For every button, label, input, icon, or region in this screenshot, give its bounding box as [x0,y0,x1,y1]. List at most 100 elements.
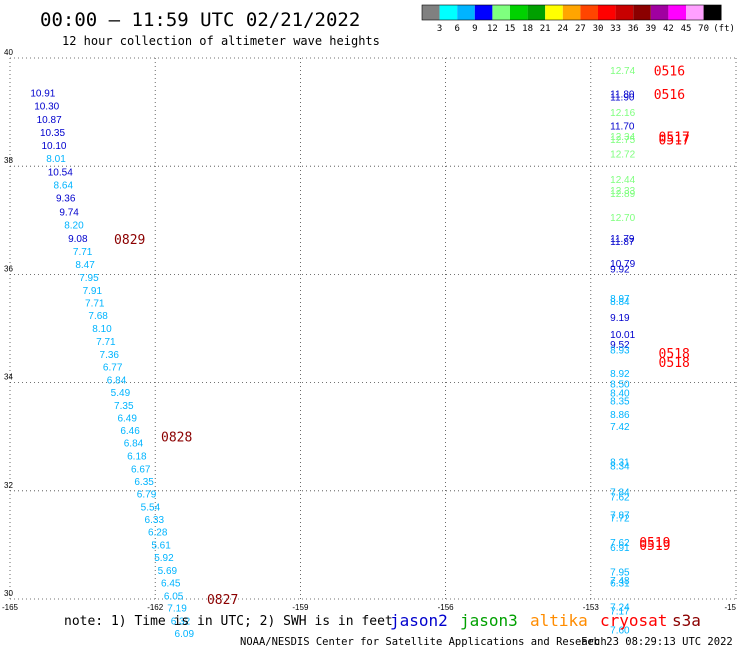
colorbar-label: 27 [575,24,586,34]
wave-height-value: 8.35 [610,396,630,407]
track-time-label: 0516 [654,64,685,79]
wave-height-value: 7.71 [85,299,105,310]
colorbar-swatch [615,5,634,20]
footer-note: note: 1) Time is in UTC; 2) SWH is in fe… [64,614,393,629]
colorbar-label: 33 [610,24,621,34]
colorbar-label: 15 [505,24,516,34]
wave-height-value: 10.35 [40,128,65,139]
wave-height-value: 5.92 [154,553,174,564]
legend-entry-jason3: jason3 [460,611,518,630]
wave-height-value: 8.84 [610,297,630,308]
colorbar-swatch [703,5,722,20]
wave-height-value: 8.92 [610,369,630,380]
colorbar-label: 6 [454,24,459,34]
wave-height-value: 6.91 [610,543,630,554]
colorbar-swatch [422,5,440,20]
colorbar-label: 39 [645,24,656,34]
axis-ticks: 30 32 34 36 38 40 -165 -162 -159 -156 -153 -15 [2,48,737,612]
wave-height-value: 10.91 [30,89,55,100]
colorbar-frame [421,4,722,21]
wave-height-value: 5.49 [111,388,131,399]
colorbar-swatch [580,5,598,20]
legend-entry-s3a: s3a [672,611,701,630]
colorbar-label: 24 [557,24,568,34]
wave-height-value: 8.10 [92,324,112,335]
colorbar-swatch [527,5,546,20]
x-tick-label: -156 [438,603,455,612]
x-tick-label: -162 [147,603,164,612]
colorbar-label: 42 [663,24,674,34]
legend-entry-altika: altika [530,611,588,630]
wave-height-value: 7.62 [610,538,630,549]
wave-height-value: 11.90 [610,92,635,103]
colorbar-swatch [650,5,669,20]
colorbar-swatch [474,5,493,20]
wave-height-value: 11.79 [610,234,635,245]
wave-height-value: 7.87 [610,511,630,522]
track-time-label: 0518 [659,356,690,371]
wave-height-value: 6.05 [164,591,184,602]
track-time-label: 0519 [639,536,670,551]
wave-height-value: 8.93 [610,346,630,357]
track-time-label: 0518 [659,347,690,362]
wave-height-value: 7.62 [610,492,630,503]
wave-height-value: 7.60 [610,625,630,636]
colorbar-swatch [598,5,616,20]
wave-height-value: 10.01 [610,330,635,341]
wave-height-value: 6.18 [127,452,147,463]
y-tick-label: 34 [4,373,13,382]
wave-height-value: 7.72 [610,513,630,524]
y-tick-label: 38 [4,156,13,165]
wave-height-value: 12.44 [610,175,635,186]
colorbar-swatch [633,5,651,20]
wave-height-value: 10.30 [34,102,59,113]
wave-height-value: 8.64 [54,181,74,192]
colorbar-swatch [439,5,458,20]
colorbar-swatch [686,5,704,20]
wave-height-value: 12.74 [610,66,635,77]
wave-height-value: 7.95 [79,273,99,284]
legend-entry-jason2: jason2 [390,611,448,630]
wave-height-value: 10.79 [610,259,635,270]
colorbar-swatch [457,5,475,20]
colorbar: 3 6 9 12 15 18 21 24 27 30 33 36 39 42 45 70 (ft) [421,4,735,34]
colorbar-label: 12 [487,24,498,34]
wave-height-value: 6.77 [103,362,123,373]
wave-height-value: 8.31 [610,458,630,469]
y-tick-label: 30 [4,589,13,598]
colorbar-swatch [510,5,528,20]
colorbar-swatch [562,5,581,20]
track-time-label: 0827 [207,593,238,608]
colorbar-label: 36 [628,24,639,34]
y-tick-label: 32 [4,481,13,490]
legend-entry-cryosat: cryosat [600,611,667,630]
wave-height-value: 5.61 [151,540,171,551]
colorbar-swatch [545,5,563,20]
wave-height-value: 7.71 [73,247,93,258]
colorbar-label: 18 [522,24,533,34]
track-time-label: 0828 [161,431,192,446]
colorbar-unit: (ft) [713,24,735,34]
track-time-label: 0517 [659,130,690,145]
wave-height-value: 12.34 [610,132,635,143]
wave-height-value: 6.84 [124,439,144,450]
wave-height-value: 6.45 [161,578,181,589]
wave-height-value: 5.69 [158,566,178,577]
wave-height-value: 7.24 [610,603,630,614]
x-tick-label: -15 [724,603,736,612]
wave-height-value: 7.95 [610,567,630,578]
wave-height-value: 6.79 [137,490,157,501]
wave-height-value: 6.67 [131,465,151,476]
footer-timestamp: Feb 23 08:29:13 UTC 2022 [581,636,733,648]
y-tick-label: 40 [4,48,13,57]
wave-height-value: 8.34 [610,461,630,472]
wave-height-value: 11.70 [610,122,635,133]
colorbar-label: 3 [437,24,442,34]
wave-height-value: 7.84 [610,487,630,498]
footer-credit: NOAA/NESDIS Center for Satellite Applica… [240,636,607,648]
wave-height-value: 9.52 [610,340,630,351]
wave-height-value: 6.49 [117,413,137,424]
wave-height-value: 8.86 [610,410,630,421]
wave-height-value: 9.08 [68,234,88,245]
